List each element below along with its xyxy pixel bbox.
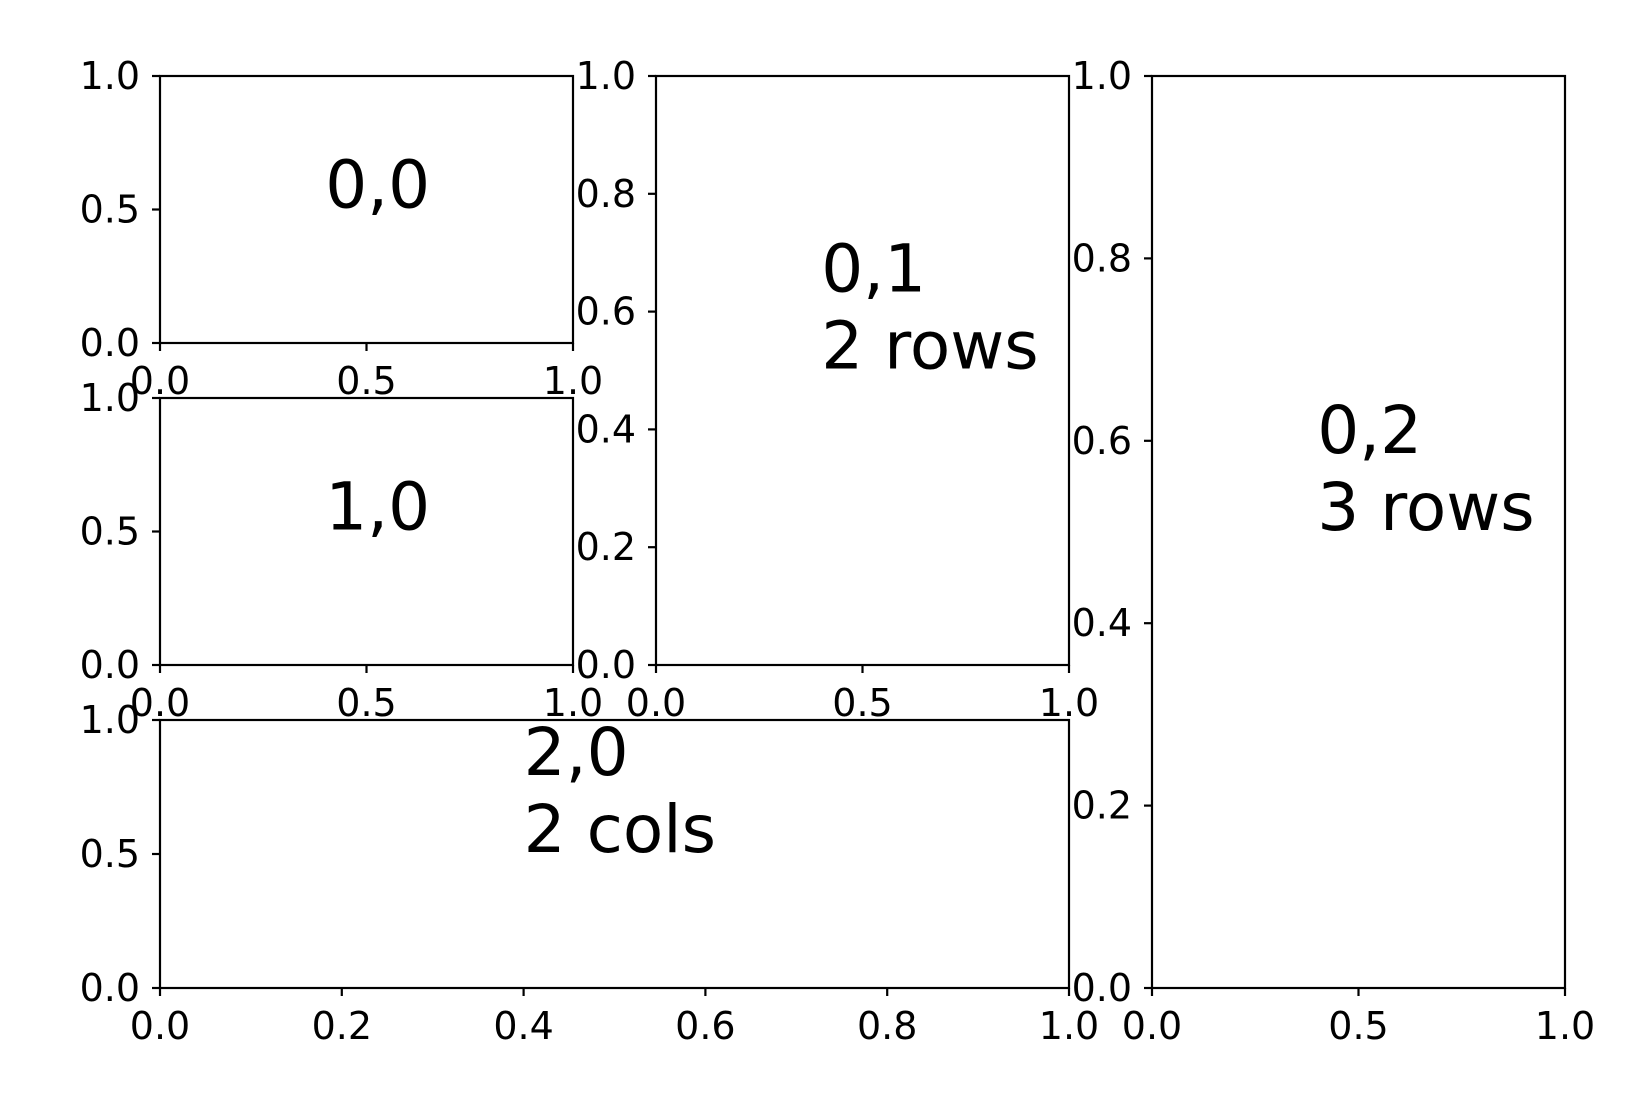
y-tick-label: 0.6	[1072, 419, 1132, 463]
x-tick-label: 1.0	[1039, 1004, 1099, 1048]
y-tick-label: 0.4	[576, 407, 636, 451]
y-tick-label: 0.8	[1072, 236, 1132, 280]
y-tick-label: 0.0	[576, 643, 636, 687]
panel-annotation-line: 0,0	[325, 147, 430, 224]
x-tick-label: 0.0	[626, 681, 686, 725]
axes-panel-2-0: 0.0 0.2 0.4 0.6 0.8 1.0 0.0 0.5 1.0 2,02 cols	[80, 698, 1100, 1048]
y-tick-label: 0.8	[576, 172, 636, 216]
x-tick-label: 1.0	[543, 359, 603, 403]
x-tick-label: 0.5	[832, 681, 892, 725]
y-tick-label: 0.0	[1072, 966, 1132, 1010]
axes-panel-0-2: 0.0 0.5 1.0 0.0 0.2 0.4 0.6 0.8 1.0 0,23 rows	[1072, 54, 1596, 1048]
axes-panel-0-0: 0.0 0.5 1.0 0.0 0.5 1.0 0,0	[80, 54, 604, 403]
y-tick-label: 0.0	[80, 321, 140, 365]
x-tick-label: 1.0	[1535, 1004, 1595, 1048]
y-tick-label: 1.0	[80, 698, 140, 742]
y-tick-label: 0.5	[80, 832, 140, 876]
y-tick-label: 0.2	[576, 525, 636, 569]
panel-annotation-line: 2,0	[524, 714, 629, 791]
y-tick-label: 0.4	[1072, 601, 1132, 645]
x-tick-label: 0.5	[1328, 1004, 1388, 1048]
y-tick-label: 0.0	[80, 966, 140, 1010]
y-tick-label: 0.5	[80, 510, 140, 554]
y-tick-label: 1.0	[80, 54, 140, 98]
panel-annotation-line: 3 rows	[1317, 469, 1534, 546]
x-tick-label: 0.8	[857, 1004, 917, 1048]
axes-panel-0-1: 0.0 0.5 1.0 0.0 0.2 0.4 0.6 0.8 1.0 0,12 rows	[576, 54, 1100, 725]
x-tick-label: 0.5	[336, 359, 396, 403]
y-tick-label: 0.2	[1072, 784, 1132, 828]
panel-annotation-line: 0,1	[821, 231, 926, 308]
y-tick-label: 0.5	[80, 188, 140, 232]
x-tick-label: 0.2	[312, 1004, 372, 1048]
x-tick-label: 0.5	[336, 681, 396, 725]
y-tick-label: 0.6	[576, 290, 636, 334]
x-tick-label: 1.0	[1039, 681, 1099, 725]
x-tick-label: 0.4	[493, 1004, 553, 1048]
y-tick-label: 1.0	[576, 54, 636, 98]
panel-annotation-line: 2 rows	[821, 308, 1038, 385]
y-tick-label: 1.0	[80, 376, 140, 420]
x-tick-label: 0.0	[130, 1004, 190, 1048]
x-tick-label: 0.0	[130, 359, 190, 403]
y-tick-label: 1.0	[1072, 54, 1132, 98]
x-tick-label: 0.0	[1122, 1004, 1182, 1048]
panel-annotation-line: 2 cols	[524, 791, 716, 868]
panel-annotation-line: 0,2	[1317, 392, 1422, 469]
axes-panel-1-0: 0.0 0.5 1.0 0.0 0.5 1.0 1,0	[80, 376, 604, 725]
y-tick-label: 0.0	[80, 643, 140, 687]
x-tick-label: 0.6	[675, 1004, 735, 1048]
x-tick-label: 1.0	[543, 681, 603, 725]
panel-annotation-line: 1,0	[325, 469, 430, 546]
x-tick-label: 0.0	[130, 681, 190, 725]
